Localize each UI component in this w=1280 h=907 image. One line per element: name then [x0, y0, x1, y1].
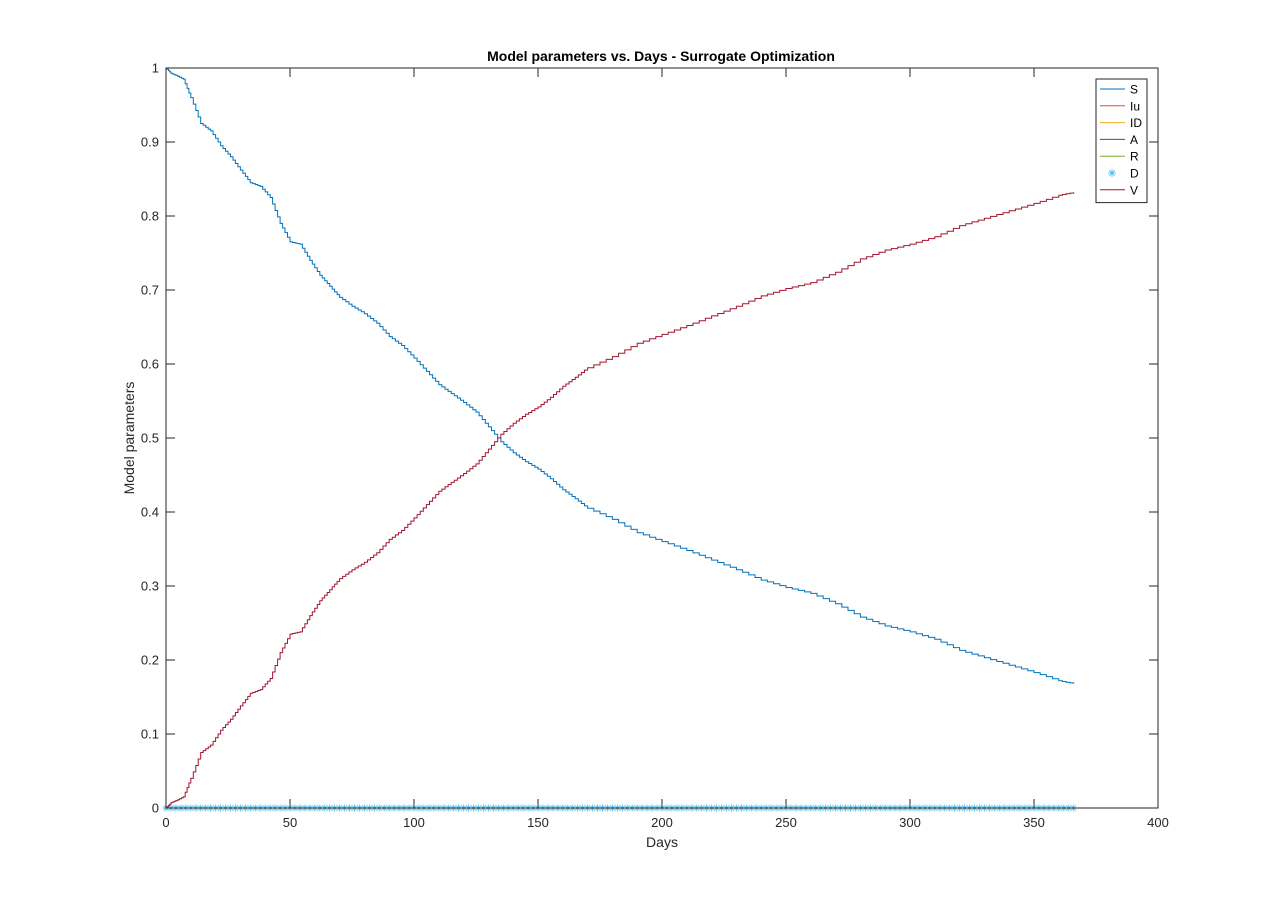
- legend-item-a: A: [1100, 133, 1138, 147]
- y-axis-label: Model parameters: [121, 382, 137, 495]
- x-tick-label: 250: [775, 815, 797, 830]
- x-tick-label: 50: [283, 815, 297, 830]
- legend-box: [1095, 78, 1148, 204]
- legend-label-v: V: [1130, 183, 1138, 197]
- y-tick-label: 0.9: [141, 135, 159, 150]
- legend-swatch-d: [1108, 169, 1116, 177]
- axes-layer: 0 50 100 150 200 250 300 350 400 0 0.1 0.2 0.3 0.4 0.5…: [141, 61, 1169, 831]
- series-s-line: [166, 67, 1075, 684]
- x-axis-label: Days: [646, 834, 678, 850]
- series-d-markers: [162, 804, 1078, 812]
- legend-item-iu: Iu: [1100, 99, 1140, 113]
- x-tick-label: 350: [1023, 815, 1045, 830]
- x-tick-label: 0: [162, 815, 169, 830]
- series-v-line: [166, 192, 1075, 809]
- legend-label-r: R: [1130, 150, 1139, 164]
- x-tick-label: 100: [403, 815, 425, 830]
- legend-item-r: R: [1100, 150, 1139, 164]
- legend-item-v: V: [1100, 183, 1138, 197]
- y-tick-label: 1: [152, 61, 159, 76]
- x-tick-label: 200: [651, 815, 673, 830]
- y-tick-label: 0.5: [141, 431, 159, 446]
- y-tick-label: 0.8: [141, 209, 159, 224]
- x-tick-label: 400: [1147, 815, 1169, 830]
- y-tick-label: 0: [152, 801, 159, 816]
- y-tick-label: 0.6: [141, 357, 159, 372]
- y-tick-label: 0.2: [141, 653, 159, 668]
- x-tick-label: 300: [899, 815, 921, 830]
- legend-label-a: A: [1130, 133, 1138, 147]
- y-tick-label: 0.7: [141, 283, 159, 298]
- y-tick-label: 0.4: [141, 505, 159, 520]
- legend-label-id: ID: [1130, 116, 1142, 130]
- legend-label-iu: Iu: [1130, 99, 1140, 113]
- x-tick-label: 150: [527, 815, 549, 830]
- legend-item-d: D: [1108, 167, 1139, 181]
- legend-label-s: S: [1130, 83, 1138, 97]
- legend-label-d: D: [1130, 167, 1139, 181]
- y-tick-label: 0.3: [141, 579, 159, 594]
- legend-item-s: S: [1100, 83, 1138, 97]
- y-tick-label: 0.1: [141, 727, 159, 742]
- chart-title: Model parameters vs. Days - Surrogate Op…: [487, 48, 835, 64]
- legend-item-id: ID: [1100, 116, 1142, 130]
- plot-area: [166, 68, 1158, 808]
